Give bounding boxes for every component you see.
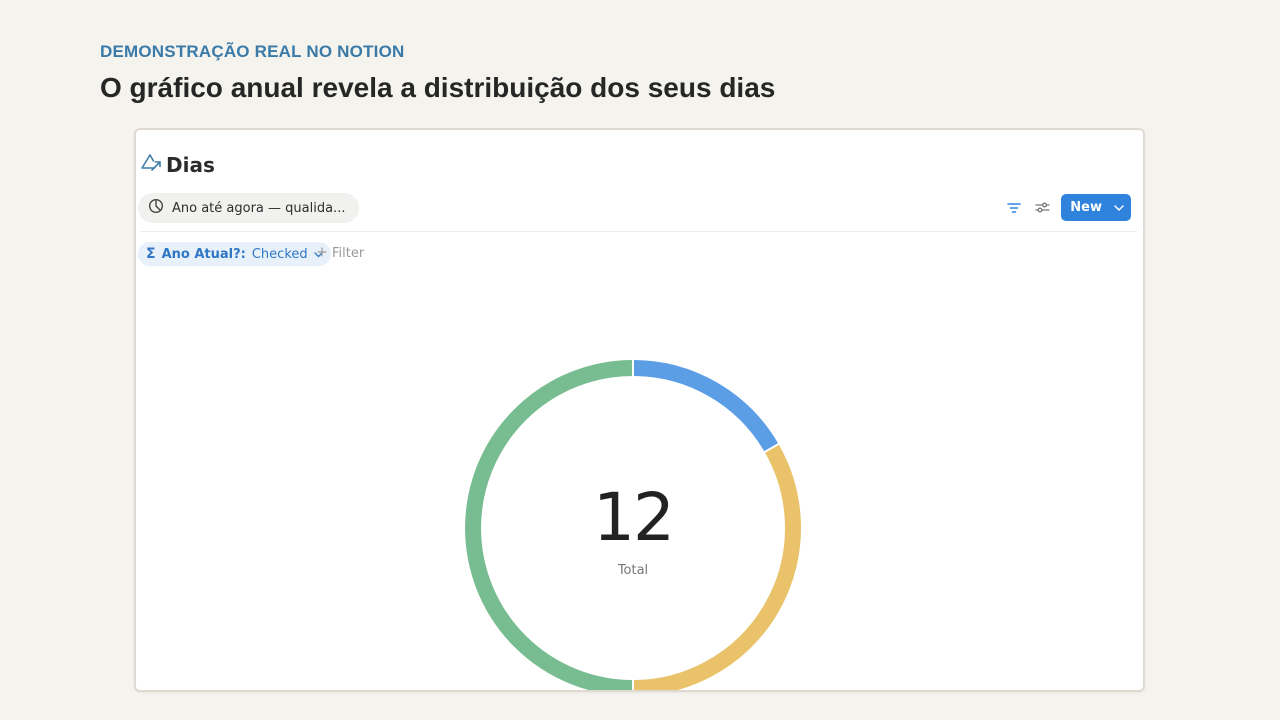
add-filter-label: Filter xyxy=(332,246,365,261)
donut-separator-2 xyxy=(757,439,786,457)
chart-total-value: 12 xyxy=(593,479,675,556)
sigma-icon: Σ xyxy=(146,246,156,262)
eyebrow: DEMONSTRAÇÃO REAL NO NOTION xyxy=(100,42,405,61)
donut-slice-1[interactable] xyxy=(632,360,779,453)
sliders-icon[interactable] xyxy=(1033,199,1051,217)
plus-icon xyxy=(317,246,327,261)
new-button-label: New xyxy=(1070,200,1102,215)
new-button[interactable]: New xyxy=(1061,194,1131,221)
add-filter-button[interactable]: Filter xyxy=(317,246,364,261)
filter-value: Checked xyxy=(251,246,308,262)
database-header: Dias xyxy=(140,152,215,177)
donut-slice-3[interactable] xyxy=(465,360,634,690)
view-label: Ano até agora — qualida... xyxy=(172,200,346,216)
chevron-down-icon[interactable] xyxy=(1110,194,1131,221)
toolbar-divider xyxy=(140,231,1137,232)
notion-screenshot: Dias Ano até agora — qualida... New xyxy=(134,128,1145,692)
toolbar: New xyxy=(1005,194,1131,221)
filter-key: Ano Atual?: xyxy=(161,246,246,262)
triangle-arrow-icon xyxy=(140,152,162,177)
headline: O gráfico anual revela a distribuição do… xyxy=(100,72,776,103)
database-title[interactable]: Dias xyxy=(166,152,215,177)
donut-slice-2[interactable] xyxy=(632,444,801,690)
filter-icon[interactable] xyxy=(1005,199,1023,217)
active-filter-chip[interactable]: Σ Ano Atual?: Checked xyxy=(138,242,331,266)
chevron-down-icon xyxy=(313,247,323,262)
chart-total-label: Total xyxy=(617,563,649,578)
donut-chart xyxy=(465,352,801,690)
pie-chart-icon xyxy=(148,198,164,218)
view-tab[interactable]: Ano até agora — qualida... xyxy=(138,193,360,223)
